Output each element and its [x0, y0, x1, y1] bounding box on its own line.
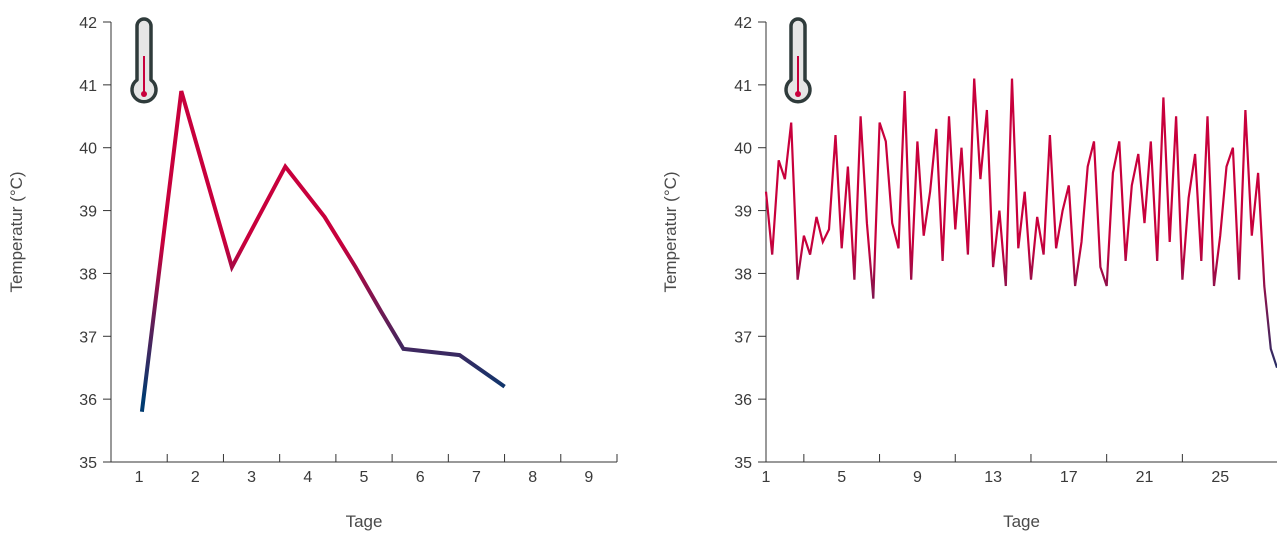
x-tick-label: 7 — [472, 469, 481, 486]
y-tick-label: 36 — [734, 392, 752, 409]
series-line — [764, 78, 1277, 369]
thermometer-icon — [784, 17, 812, 104]
thermometer-icon — [130, 17, 158, 104]
x-tick-label: 1 — [762, 469, 771, 486]
y-tick-label: 40 — [79, 141, 97, 158]
y-tick-label: 39 — [734, 204, 752, 221]
series-line — [139, 90, 506, 412]
thermometer-bulb — [795, 91, 801, 97]
x-tick-label: 4 — [303, 469, 312, 486]
x-tick-label: 9 — [913, 469, 922, 486]
y-tick-label: 42 — [79, 15, 97, 32]
x-tick-label: 25 — [1211, 469, 1229, 486]
thermometer-bulb — [141, 91, 147, 97]
x-tick-label: 8 — [528, 469, 537, 486]
y-tick-label: 42 — [734, 15, 752, 32]
chart-1: 35 36 37 38 39 40 41 42 1 2 3 4 5 6 7 8 9 Tage Temperatur … — [7, 15, 618, 531]
y-tick-label: 40 — [734, 141, 752, 158]
y-tick-label: 37 — [79, 329, 97, 346]
y-tick-label: 38 — [734, 266, 752, 283]
x-tick-label: 5 — [360, 469, 369, 486]
y-tick-label: 39 — [79, 204, 97, 221]
x-axis-title: Tage — [1003, 512, 1040, 531]
x-tick-label: 1 — [135, 469, 144, 486]
y-tick-label: 36 — [79, 392, 97, 409]
x-axis-title: Tage — [346, 512, 383, 531]
y-tick-label: 38 — [79, 266, 97, 283]
x-tick-label: 21 — [1136, 469, 1154, 486]
chart-2: 35 36 37 38 39 40 41 42 1 5 9 13 17 21 25 Tage Temperatu… — [661, 15, 1277, 531]
y-tick-label: 41 — [734, 78, 752, 95]
y-tick-label: 41 — [79, 78, 97, 95]
y-tick-label: 35 — [734, 455, 752, 472]
y-tick-label: 35 — [79, 455, 97, 472]
x-tick-label: 2 — [191, 469, 200, 486]
y-tick-label: 37 — [734, 329, 752, 346]
x-tick-label: 5 — [837, 469, 846, 486]
x-tick-label: 3 — [247, 469, 256, 486]
x-tick-label: 6 — [416, 469, 425, 486]
x-tick-label: 13 — [984, 469, 1002, 486]
x-tick-label: 17 — [1060, 469, 1078, 486]
y-axis-title: Temperatur (°C) — [661, 171, 680, 292]
x-tick-label: 9 — [584, 469, 593, 486]
y-axis-title: Temperatur (°C) — [7, 171, 26, 292]
